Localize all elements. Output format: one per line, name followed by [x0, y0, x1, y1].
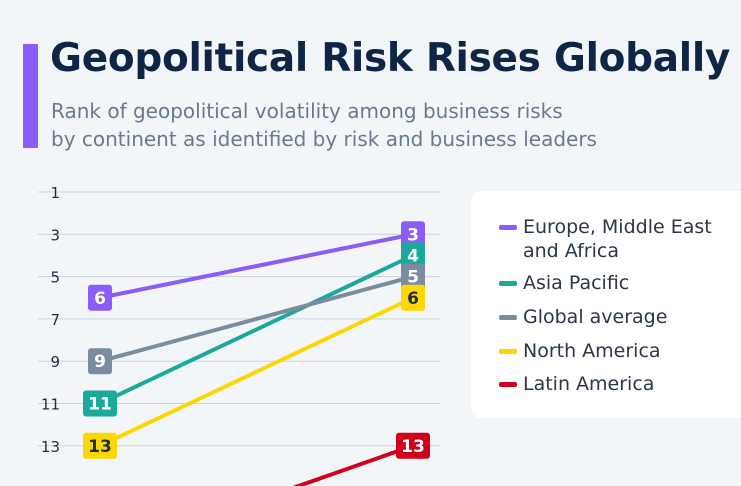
y-tick-label-7: 7: [50, 311, 60, 329]
series-line-4: [292, 443, 415, 486]
legend-swatch-latin-america: [499, 382, 517, 387]
legend-label-global-average: Global average: [523, 306, 668, 328]
legend-item-emea: Europe, Middle East and Africa: [499, 215, 729, 263]
legend-item-asia-pacific: Asia Pacific: [499, 271, 729, 295]
legend-label-emea: Europe, Middle East and Africa: [523, 216, 712, 262]
chart-subtitle: Rank of geopolitical volatility among bu…: [51, 97, 691, 153]
legend-item-north-america: North America: [499, 339, 729, 363]
series-lines: [98, 232, 415, 486]
legend-item-global-average: Global average: [499, 305, 729, 329]
data-label-0-1: 3: [407, 225, 419, 245]
data-label-box-3-0: [83, 432, 117, 459]
series-line-2: [98, 274, 415, 364]
legend-label-latin-america: Latin America: [523, 373, 655, 395]
series-line-0: [98, 232, 415, 300]
data-label-box-2-0: [88, 348, 112, 375]
y-tick-label-1: 1: [50, 184, 60, 202]
subtitle-line-1: Rank of geopolitical volatility among bu…: [51, 99, 563, 123]
series-line-3: [98, 295, 415, 448]
data-labels: 6 3 11 4 9 5 13 6 13: [83, 221, 430, 459]
data-label-box-0-1: [401, 221, 425, 248]
data-label-box-4-1: [396, 432, 430, 459]
series-line-1: [98, 253, 415, 406]
data-label-4-1: 13: [401, 437, 425, 457]
y-tick-label-13: 13: [41, 438, 60, 456]
y-tick-label-11: 11: [41, 396, 60, 414]
y-tick-label-3: 3: [50, 226, 60, 244]
data-label-1-1: 4: [407, 246, 419, 266]
data-label-2-0: 9: [94, 352, 106, 372]
data-label-box-0-0: [88, 284, 112, 311]
data-label-0-0: 6: [94, 289, 106, 309]
legend-swatch-asia-pacific: [499, 281, 517, 286]
data-label-box-1-1: [401, 242, 425, 269]
y-tick-label-5: 5: [50, 269, 60, 287]
legend-swatch-global-average: [499, 315, 517, 320]
legend-swatch-emea: [499, 225, 517, 230]
y-tick-label-9: 9: [50, 353, 60, 371]
legend-label-asia-pacific: Asia Pacific: [523, 272, 630, 294]
legend-item-latin-america: Latin America: [499, 372, 729, 396]
chart-title: Geopolitical Risk Rises Globally: [50, 36, 731, 81]
data-label-box-3-1: [401, 284, 425, 311]
title-accent-bar: [23, 44, 38, 148]
data-label-box-2-1: [401, 263, 425, 290]
legend-label-north-america: North America: [523, 340, 661, 362]
legend: Europe, Middle East and Africa Asia Paci…: [471, 191, 741, 418]
data-label-2-1: 5: [407, 268, 419, 288]
data-label-box-1-0: [83, 390, 117, 417]
subtitle-line-2: by continent as identified by risk and b…: [51, 127, 597, 151]
data-label-3-1: 6: [407, 289, 419, 309]
data-label-3-0: 13: [88, 437, 112, 457]
data-label-1-0: 11: [88, 395, 112, 415]
legend-swatch-north-america: [499, 349, 517, 354]
